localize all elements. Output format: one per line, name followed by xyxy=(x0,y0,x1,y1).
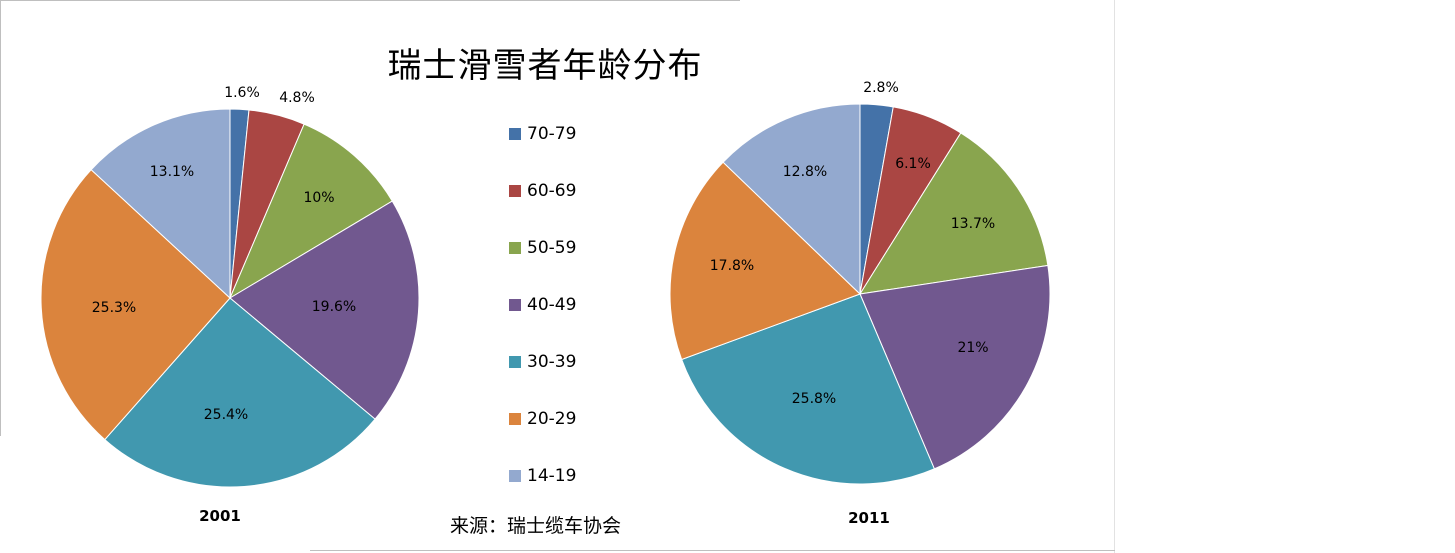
pie-2011-data-label-14-19: 12.8% xyxy=(783,164,827,180)
legend-label-70-79: 70-79 xyxy=(527,124,577,144)
legend-swatch-40-49 xyxy=(509,299,521,311)
pie-2011-slice-50-59 xyxy=(858,132,1049,295)
legend-item-40-49: 40-49 xyxy=(509,293,629,317)
chart-frame-bottom-border xyxy=(310,550,1115,551)
pie-2001-year-label: 2001 xyxy=(199,507,241,525)
legend-item-14-19: 14-19 xyxy=(509,464,629,488)
legend-item-60-69: 60-69 xyxy=(509,179,629,203)
pie-2011-slice-14-19 xyxy=(722,103,861,296)
pie-2011-data-label-70-79: 2.8% xyxy=(863,80,899,96)
pie-2001-data-label-60-69: 4.8% xyxy=(279,90,315,106)
chart-frame-right-border xyxy=(1114,0,1115,553)
pie-2011-data-label-60-69: 6.1% xyxy=(895,156,931,172)
pie-2001-data-label-30-39: 25.4% xyxy=(204,407,248,423)
pie-2001-slice-50-59 xyxy=(228,123,393,300)
pie-2011-slice-20-29 xyxy=(669,161,861,361)
legend-swatch-20-29 xyxy=(509,413,521,425)
legend-swatch-30-39 xyxy=(509,356,521,368)
pie-2011-data-label-40-49: 21% xyxy=(957,340,988,356)
pie-2011-slice-40-49 xyxy=(859,264,1051,470)
legend-label-30-39: 30-39 xyxy=(527,352,577,372)
pie-2011-slice-30-39 xyxy=(680,293,936,485)
pie-2001-data-label-20-29: 25.3% xyxy=(92,300,136,316)
legend-label-20-29: 20-29 xyxy=(527,409,577,429)
pie-2001-data-label-70-79: 1.6% xyxy=(224,85,260,101)
legend-label-40-49: 40-49 xyxy=(527,295,577,315)
legend-item-50-59: 50-59 xyxy=(509,236,629,260)
pie-2001-data-label-40-49: 19.6% xyxy=(312,299,356,315)
pie-2001-slice-40-49 xyxy=(229,200,420,420)
pie-2001-data-label-14-19: 13.1% xyxy=(150,164,194,180)
legend-label-60-69: 60-69 xyxy=(527,181,577,201)
legend-swatch-70-79 xyxy=(509,128,521,140)
pie-2001-slice-20-29 xyxy=(40,169,231,441)
source-note: 来源：瑞士缆车协会 xyxy=(450,515,622,537)
legend-swatch-50-59 xyxy=(509,242,521,254)
chart-frame-top-border xyxy=(0,0,740,1)
chart-frame-left-border xyxy=(0,0,1,436)
legend-label-14-19: 14-19 xyxy=(527,466,577,486)
legend-item-30-39: 30-39 xyxy=(509,350,629,374)
pie-2011-data-label-30-39: 25.8% xyxy=(792,391,836,407)
pie-2001-slice-14-19 xyxy=(90,108,231,300)
legend-swatch-14-19 xyxy=(509,470,521,482)
legend-item-20-29: 20-29 xyxy=(509,407,629,431)
legend-swatch-60-69 xyxy=(509,185,521,197)
legend-item-70-79: 70-79 xyxy=(509,122,629,146)
legend-label-50-59: 50-59 xyxy=(527,238,577,258)
pie-2001-slice-30-39 xyxy=(104,297,376,488)
chart-title: 瑞士滑雪者年龄分布 xyxy=(387,46,703,86)
pie-2011-year-label: 2011 xyxy=(848,509,890,527)
pie-2011-data-label-50-59: 13.7% xyxy=(951,216,995,232)
pie-2001-data-label-50-59: 10% xyxy=(303,190,334,206)
pie-2011-data-label-20-29: 17.8% xyxy=(710,258,754,274)
